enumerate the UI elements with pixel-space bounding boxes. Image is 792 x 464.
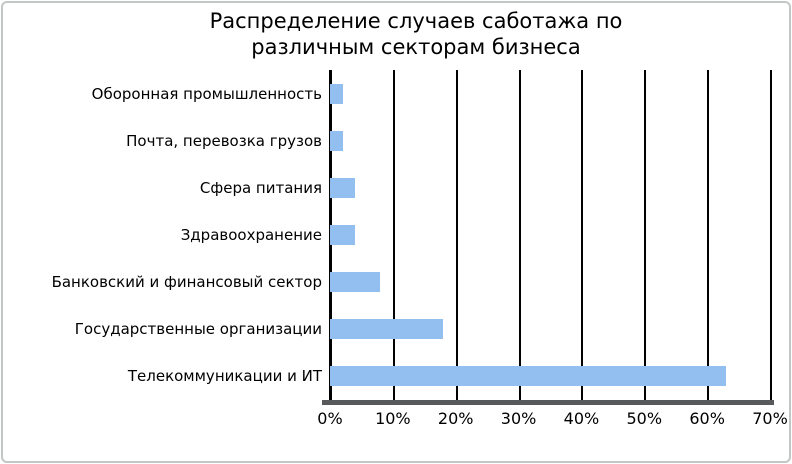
bar-row xyxy=(330,117,770,164)
bar xyxy=(330,130,343,151)
bar-row xyxy=(330,306,770,353)
x-tick-label: 40% xyxy=(563,409,600,428)
category-label: Оборонная промышленность xyxy=(91,84,322,103)
gridline xyxy=(707,70,710,400)
category-label: Сфера питания xyxy=(199,178,322,197)
gridline xyxy=(392,70,395,400)
gridline xyxy=(518,70,521,400)
category-label: Банковский и финансовый сектор xyxy=(51,273,322,292)
x-tick-label: 10% xyxy=(375,409,411,428)
bar xyxy=(330,366,726,387)
x-axis-line xyxy=(322,400,774,405)
chart-title-line-1: Распределение случаев саботажа по xyxy=(209,9,623,33)
bar-row xyxy=(330,211,770,258)
x-tick-label: 20% xyxy=(437,409,474,428)
x-tick-label: 50% xyxy=(626,409,663,428)
category-label: Почта, перевозка грузов xyxy=(126,131,322,150)
plot-area xyxy=(329,70,772,400)
category-label: Здравоохранение xyxy=(180,225,322,244)
bar xyxy=(330,83,343,104)
bar-row xyxy=(330,70,770,117)
x-tick-label: 0% xyxy=(317,409,343,428)
chart-title: Распределение случаев саботажа по различ… xyxy=(43,8,789,60)
gridline xyxy=(455,70,458,400)
bar xyxy=(330,177,356,198)
gridline xyxy=(644,70,647,400)
category-axis-labels: Оборонная промышленность Почта, перевозка… xyxy=(11,70,322,400)
bar xyxy=(330,319,444,340)
bar-row xyxy=(330,164,770,211)
x-tick-label: 30% xyxy=(500,409,537,428)
category-label: Телекоммуникации и ИТ xyxy=(127,367,322,386)
x-tick-label: 70% xyxy=(752,409,788,428)
bar-row xyxy=(330,259,770,306)
x-tick-label: 60% xyxy=(689,409,725,428)
bar-row xyxy=(330,353,770,400)
category-label: Государственные организации xyxy=(74,320,322,339)
gridline xyxy=(581,70,584,400)
bar xyxy=(330,224,356,245)
bar xyxy=(330,272,381,293)
chart-title-line-2: различным секторам бизнеса xyxy=(251,35,581,59)
gridline xyxy=(770,70,772,400)
